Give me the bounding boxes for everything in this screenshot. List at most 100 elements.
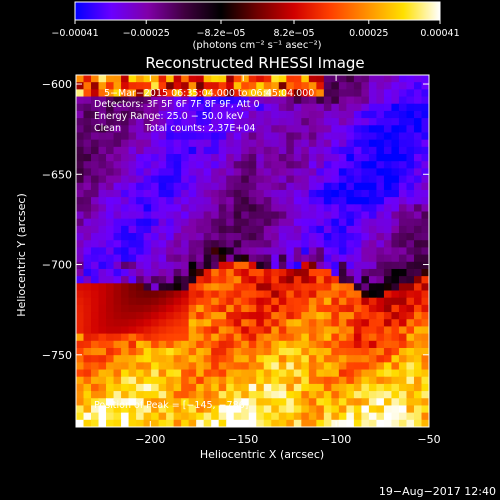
heatmap-cell: [196, 369, 205, 378]
heatmap-cell: [76, 297, 85, 306]
heatmap-cell: [98, 233, 107, 241]
heatmap-cell: [383, 175, 393, 184]
heatmap-cell: [76, 218, 85, 227]
heatmap-cell: [113, 182, 122, 191]
heatmap-cell: [256, 182, 265, 191]
heatmap-cell: [308, 233, 317, 241]
heatmap-cell: [301, 398, 310, 407]
heatmap-cell: [106, 283, 115, 292]
heatmap-cell: [181, 146, 190, 155]
heatmap-cell: [293, 240, 302, 248]
heatmap-cell: [121, 304, 130, 313]
heatmap-cell: [361, 290, 370, 299]
heatmap-cell: [181, 233, 190, 241]
heatmap-cell: [241, 254, 250, 263]
heatmap-cell: [316, 125, 325, 134]
heatmap-cell: [188, 304, 197, 313]
heatmap-cell: [166, 355, 175, 363]
heatmap-cell: [346, 139, 355, 148]
heatmap-cell: [158, 197, 167, 205]
heatmap-cell: [308, 225, 317, 234]
heatmap-cell: [331, 75, 340, 83]
heatmap-cell: [121, 326, 130, 335]
heatmap-cell: [421, 412, 429, 421]
heatmap-cell: [338, 340, 347, 349]
heatmap-cell: [226, 319, 235, 328]
heatmap-cell: [211, 290, 220, 299]
heatmap-cell: [286, 297, 295, 306]
heatmap-cell: [383, 218, 393, 227]
heatmap-cell: [376, 419, 385, 427]
heatmap-cell: [106, 247, 115, 256]
heatmap-cell: [158, 168, 167, 177]
heatmap-cell: [271, 189, 280, 198]
heatmap-cell: [151, 154, 160, 162]
heatmap-cell: [143, 218, 152, 227]
heatmap-cell: [286, 118, 295, 126]
heatmap-cell: [136, 297, 145, 306]
heatmap-cell: [338, 369, 347, 378]
heatmap-cell: [233, 405, 242, 414]
heatmap-cell: [173, 247, 182, 256]
heatmap-cell: [391, 204, 400, 213]
heatmap-cell: [353, 125, 362, 134]
heatmap-cell: [406, 297, 415, 306]
heatmap-cell: [226, 290, 235, 299]
heatmap-cell: [166, 96, 175, 105]
heatmap-cell: [421, 304, 429, 313]
heatmap-cell: [211, 182, 220, 191]
heatmap-cell: [286, 355, 295, 363]
heatmap-cell: [391, 146, 400, 155]
heatmap-cell: [406, 168, 415, 177]
heatmap-cell: [188, 103, 197, 112]
heatmap-cell: [166, 405, 175, 414]
heatmap-cell: [218, 154, 227, 162]
heatmap-cell: [391, 175, 400, 184]
heatmap-cell: [286, 82, 295, 90]
heatmap-cell: [143, 204, 152, 213]
heatmap-cell: [391, 182, 400, 191]
heatmap-cell: [406, 340, 415, 349]
heatmap-cell: [293, 268, 302, 277]
heatmap-cell: [316, 326, 325, 335]
heatmap-cell: [188, 347, 197, 356]
heatmap-cell: [248, 89, 257, 98]
heatmap-cell: [241, 89, 250, 98]
heatmap-cell: [136, 369, 145, 378]
heatmap-cell: [421, 96, 429, 105]
heatmap-cell: [383, 225, 393, 234]
heatmap-cell: [256, 276, 265, 284]
heatmap-cell: [248, 139, 257, 148]
heatmap-cell: [218, 304, 227, 313]
heatmap-cell: [361, 218, 370, 227]
heatmap-cell: [323, 297, 332, 306]
heatmap-cell: [353, 268, 362, 277]
heatmap-cell: [121, 419, 130, 427]
heatmap-cell: [391, 233, 400, 241]
heatmap-cell: [278, 89, 287, 98]
heatmap-cell: [233, 82, 242, 90]
heatmap-cell: [323, 268, 332, 277]
heatmap-cell: [233, 261, 242, 270]
heatmap-cell: [136, 89, 145, 98]
heatmap-cell: [421, 283, 429, 292]
heatmap-cell: [331, 312, 340, 320]
heatmap-cell: [308, 247, 317, 256]
heatmap-cell: [271, 398, 280, 407]
heatmap-cell: [346, 240, 355, 248]
heatmap-cell: [196, 233, 205, 241]
heatmap-cell: [406, 304, 415, 313]
heatmap-cell: [263, 225, 272, 234]
heatmap-cell: [353, 75, 362, 83]
heatmap-cell: [368, 340, 378, 349]
heatmap-cell: [323, 419, 332, 427]
heatmap-cell: [301, 369, 310, 378]
heatmap-cell: [241, 96, 250, 105]
heatmap-cell: [151, 391, 160, 399]
heatmap-cell: [218, 362, 227, 371]
heatmap-cell: [196, 383, 205, 392]
heatmap-cell: [173, 326, 182, 335]
heatmap-cell: [308, 139, 317, 148]
heatmap-cell: [181, 369, 190, 378]
heatmap-cell: [338, 240, 347, 248]
